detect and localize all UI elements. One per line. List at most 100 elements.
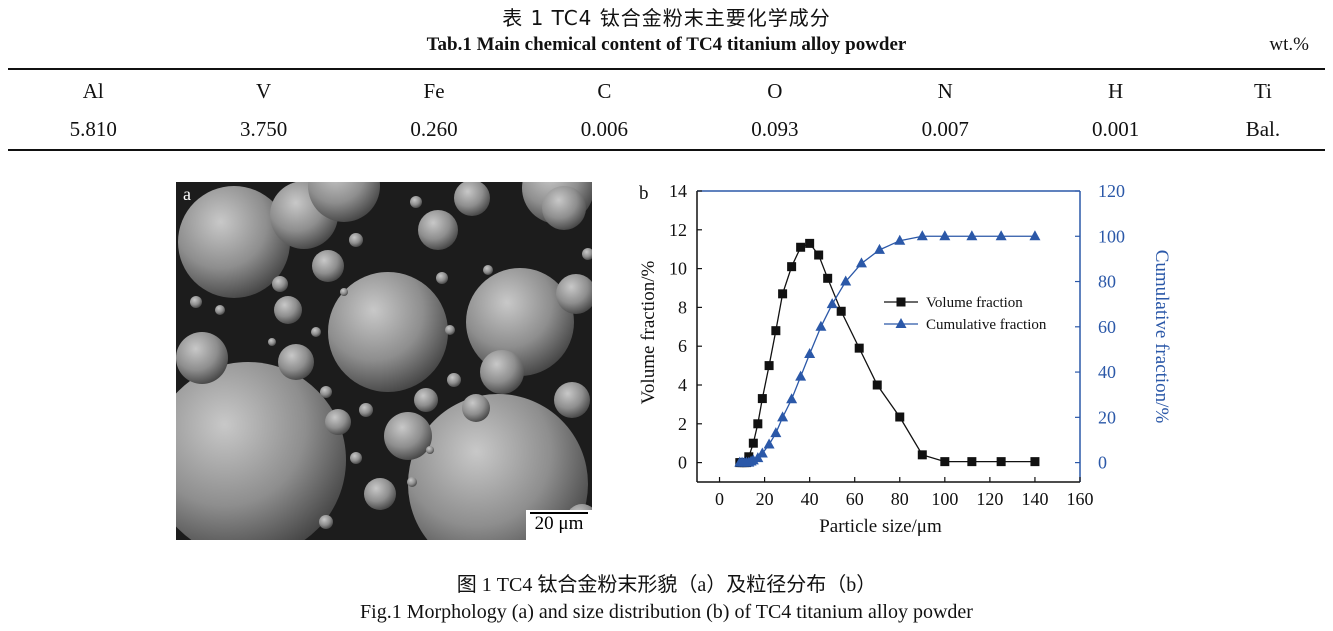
header-cell: O [767, 78, 783, 103]
table-bottom-rule [8, 149, 1325, 151]
value-cell: 0.007 [921, 116, 969, 141]
legend-volume-marker [896, 297, 906, 307]
cumulative-point [756, 447, 768, 458]
value-cell: 0.006 [580, 116, 629, 141]
x-tick-label: 140 [1021, 489, 1048, 509]
figure-caption-en: Fig.1 Morphology (a) and size distributi… [360, 601, 973, 623]
chart-series [734, 230, 1041, 468]
cumulative-point [777, 411, 789, 422]
header-cell: Fe [423, 78, 445, 103]
y-right-tick-label: 80 [1098, 272, 1116, 292]
cumulative-point [1029, 230, 1041, 241]
volume-point [967, 457, 977, 467]
chart-legend: Volume fraction Cumulative fraction [884, 295, 1047, 333]
cumulative-point [855, 257, 867, 268]
y-right-tick-label: 100 [1098, 226, 1125, 246]
table-unit: wt.% [1269, 34, 1309, 55]
scale-bar: 20 μm [534, 513, 584, 534]
volume-point [805, 238, 815, 248]
y-left-tick-label: 0 [678, 453, 687, 473]
x-tick-label: 120 [976, 489, 1003, 509]
figure-caption-cn: 图 1 TC4 钛合金粉末形貌（a）及粒径分布（b） [456, 574, 877, 596]
cumulative-point [786, 393, 798, 404]
cumulative-point [995, 230, 1007, 241]
header-cell: C [597, 78, 612, 103]
table-row: 5.810 3.750 0.260 0.006 0.093 0.007 0.00… [8, 110, 1325, 148]
cumulative-point [804, 347, 816, 358]
cumulative-point [894, 234, 906, 245]
volume-point [940, 457, 950, 467]
x-tick-label: 40 [801, 489, 819, 509]
y-left-axis-label: Volume fraction/% [638, 260, 659, 404]
legend-cumulative-label: Cumulative fraction [926, 317, 1047, 333]
cumulative-point [916, 230, 928, 241]
y-right-tick-label: 120 [1098, 181, 1125, 201]
cumulative-point [840, 275, 852, 286]
volume-point [748, 438, 758, 448]
volume-point [771, 326, 781, 336]
x-tick-label: 100 [931, 489, 958, 509]
value-cell: 5.810 [69, 116, 117, 141]
volume-point [796, 242, 806, 252]
x-tick-label: 20 [756, 489, 774, 509]
cumulative-point [763, 438, 775, 449]
value-cell: Bal. [1245, 116, 1281, 141]
header-cell: Ti [1253, 78, 1272, 103]
x-tick-label: 0 [715, 489, 724, 509]
volume-point [996, 457, 1006, 467]
volume-point [836, 306, 846, 316]
cumulative-point [939, 230, 951, 241]
volume-point [854, 343, 864, 353]
volume-point [872, 380, 882, 390]
volume-point [917, 450, 927, 460]
composition-table: Al V Fe C O N H Ti 5.810 3.750 0.260 0.0… [8, 72, 1325, 148]
x-tick-label: 160 [1067, 489, 1094, 509]
header-cell: Al [82, 78, 104, 103]
y-right-tick-label: 40 [1098, 362, 1116, 382]
chart-axes: 0 20 40 60 80 100 120 140 1600246810121402040608… [638, 181, 1172, 537]
volume-point [895, 412, 905, 422]
header-cell: V [256, 78, 272, 103]
volume-point [778, 289, 788, 299]
volume-point [753, 419, 763, 429]
value-cell: 0.001 [1092, 116, 1140, 141]
volume-point [814, 250, 824, 260]
cumulative-point [826, 298, 838, 309]
series-line-volume [739, 242, 1035, 464]
cumulative-point [873, 243, 885, 254]
y-left-tick-label: 10 [669, 259, 687, 279]
header-cell: N [937, 78, 953, 103]
value-cell: 3.750 [239, 116, 288, 141]
cumulative-point [795, 370, 807, 381]
table-caption-en: Tab.1 Main chemical content of TC4 titan… [426, 34, 907, 55]
table-header-row: Al V Fe C O N H Ti [8, 72, 1325, 110]
sem-image [176, 182, 592, 540]
volume-point [823, 273, 833, 283]
y-right-tick-label: 0 [1098, 453, 1107, 473]
table-top-rule [8, 68, 1325, 70]
y-left-tick-label: 6 [678, 336, 687, 356]
series-line-cumulative [739, 235, 1035, 464]
volume-point [757, 394, 767, 404]
table-caption-cn: 表 1 TC4 钛合金粉末主要化学成分 [502, 6, 831, 30]
cumulative-point [966, 230, 978, 241]
cumulative-point [770, 427, 782, 438]
header-cell: H [1108, 78, 1124, 103]
size-distribution-chart: 0 20 40 60 80 100 120 140 1600246810121402040608… [638, 181, 1172, 537]
x-tick-label: 80 [891, 489, 909, 509]
volume-point [764, 361, 774, 371]
y-left-tick-label: 14 [669, 181, 687, 201]
legend-cumulative-marker [895, 318, 907, 328]
value-cell: 0.260 [410, 116, 458, 141]
scale-bar-line [530, 512, 588, 514]
y-left-tick-label: 12 [669, 220, 687, 240]
y-left-tick-label: 2 [678, 414, 687, 434]
x-axis-label: Particle size/μm [819, 516, 942, 537]
volume-point [1030, 457, 1040, 467]
value-cell: 0.093 [751, 116, 799, 141]
legend-volume-label: Volume fraction [926, 295, 1023, 311]
y-right-tick-label: 20 [1098, 407, 1116, 427]
sem-micrograph: a 20 μm [176, 182, 592, 540]
panel-a-label: a [183, 184, 191, 204]
y-left-tick-label: 8 [678, 297, 687, 317]
